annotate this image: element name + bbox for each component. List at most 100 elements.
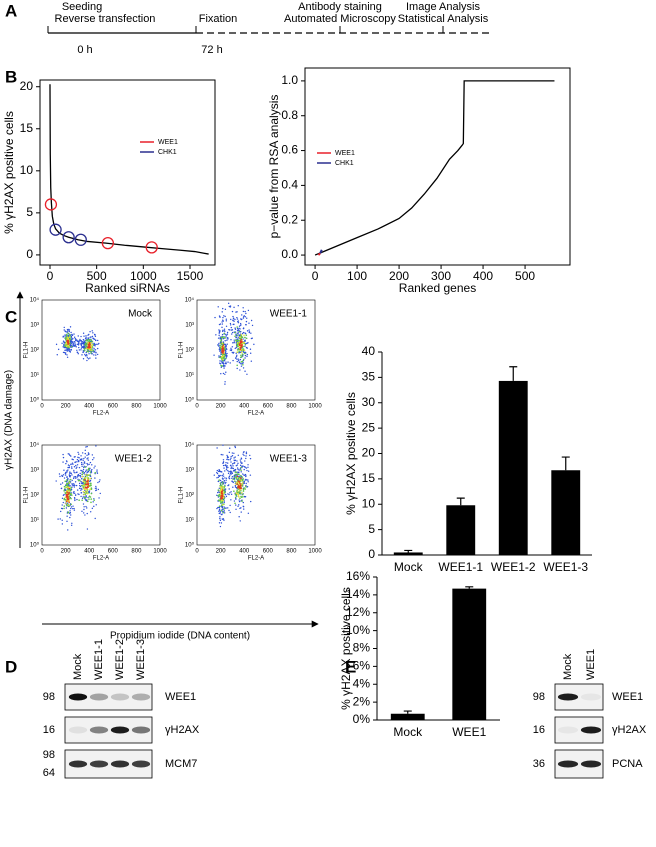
flow-dot xyxy=(80,461,83,464)
flow-dot xyxy=(246,317,248,319)
flow-y-tick-label: 10³ xyxy=(185,323,194,329)
flow-dot xyxy=(234,339,237,341)
flow-dot xyxy=(87,337,89,339)
flow-dots xyxy=(213,302,255,385)
flow-dot xyxy=(67,332,69,335)
flow-dot xyxy=(233,469,235,472)
flow-dot xyxy=(213,354,215,356)
flow-dot xyxy=(82,496,84,498)
flow-dot xyxy=(66,336,69,339)
flow-dot xyxy=(82,480,84,483)
flow-dot xyxy=(222,485,225,488)
flow-dot xyxy=(67,504,70,506)
flow-dot xyxy=(219,486,222,489)
flow-dot xyxy=(73,484,75,487)
flow-dot xyxy=(246,485,249,488)
flow-dot xyxy=(229,322,232,325)
flow-sample-label: WEE1-1 xyxy=(270,309,308,320)
flow-dot xyxy=(87,459,90,461)
flow-dot xyxy=(88,339,90,341)
flow-dot xyxy=(240,351,243,354)
flow-dot xyxy=(81,346,84,348)
flow-dot xyxy=(75,464,77,467)
flow-dot xyxy=(250,360,253,362)
flow-dot xyxy=(216,494,218,497)
flow-dot xyxy=(222,462,224,465)
flow-dot xyxy=(80,492,83,494)
flow-dot xyxy=(240,354,242,357)
flow-dot xyxy=(64,334,66,336)
flow-y-tick-label: 10³ xyxy=(30,323,39,329)
flow-dot xyxy=(245,467,248,469)
flow-dot xyxy=(243,474,246,476)
flow-dot xyxy=(76,459,79,461)
y-tick-label: 16% xyxy=(346,569,370,583)
flow-x-tick-label: 800 xyxy=(286,404,297,410)
flow-dot xyxy=(229,511,231,514)
flow-dot xyxy=(236,330,239,332)
flow-dot xyxy=(88,348,91,350)
flow-dot xyxy=(63,346,65,349)
flow-dot xyxy=(236,491,238,493)
flow-dot xyxy=(91,454,94,456)
flow-dot xyxy=(230,318,232,321)
flow-dot xyxy=(241,355,243,358)
y-axis-title: p−value from RSA analysis xyxy=(267,95,281,239)
flow-dot xyxy=(223,488,226,490)
flow-dot xyxy=(80,335,82,338)
flow-dot xyxy=(65,480,68,483)
flow-dot xyxy=(238,361,241,364)
flow-x-tick-label: 0 xyxy=(40,549,44,555)
flow-dot xyxy=(84,491,87,494)
flow-dot xyxy=(99,479,101,481)
error-bar xyxy=(403,710,412,714)
flow-dot xyxy=(245,312,247,315)
row-label: PCNA xyxy=(612,758,643,770)
flow-dot xyxy=(62,340,65,342)
flow-dot xyxy=(82,468,85,471)
flow-x-tick-label: 1000 xyxy=(153,404,167,410)
flow-dot xyxy=(233,490,235,492)
flow-dot xyxy=(78,475,80,477)
flow-dot xyxy=(217,506,219,509)
flow-dot xyxy=(249,457,252,460)
flow-dot xyxy=(63,490,65,492)
flow-dot xyxy=(240,495,242,498)
blot-band xyxy=(580,760,602,768)
flow-dot xyxy=(73,492,76,495)
flow-dot xyxy=(242,496,244,498)
flow-dot xyxy=(73,507,75,510)
flow-dot xyxy=(236,360,238,363)
flow-dot xyxy=(90,470,93,472)
y-tick-label: 0% xyxy=(353,712,371,726)
flow-dot xyxy=(89,471,92,473)
blot-band xyxy=(131,726,151,734)
flow-dot xyxy=(225,361,227,363)
flow-dot xyxy=(232,486,234,488)
flow-dot xyxy=(96,347,99,350)
flow-dot xyxy=(225,461,227,464)
flow-dot xyxy=(230,470,232,473)
flow-dot xyxy=(248,331,251,333)
flow-dot xyxy=(62,474,65,476)
flow-dot xyxy=(235,483,237,486)
flow-dot xyxy=(74,494,77,497)
flow-dot xyxy=(61,342,63,344)
flow-dot xyxy=(62,501,65,504)
flow-dot xyxy=(77,335,79,337)
timeline-label: Automated Microscopy xyxy=(284,13,396,25)
flow-dot xyxy=(218,512,220,515)
flow-dot xyxy=(239,520,241,522)
flow-dot xyxy=(234,331,236,334)
flow-dot xyxy=(71,484,74,486)
flow-dot xyxy=(243,466,246,468)
flow-dot xyxy=(228,475,231,478)
flow-dot xyxy=(93,338,95,340)
flow-dot xyxy=(71,522,73,524)
flow-dot xyxy=(221,489,224,491)
flow-dot xyxy=(230,326,233,329)
flow-dot xyxy=(87,334,89,336)
flow-dot xyxy=(57,518,59,520)
flow-y-title: γH2AX (DNA damage) xyxy=(4,370,15,470)
x-tick-label: WEE1-3 xyxy=(543,560,588,574)
